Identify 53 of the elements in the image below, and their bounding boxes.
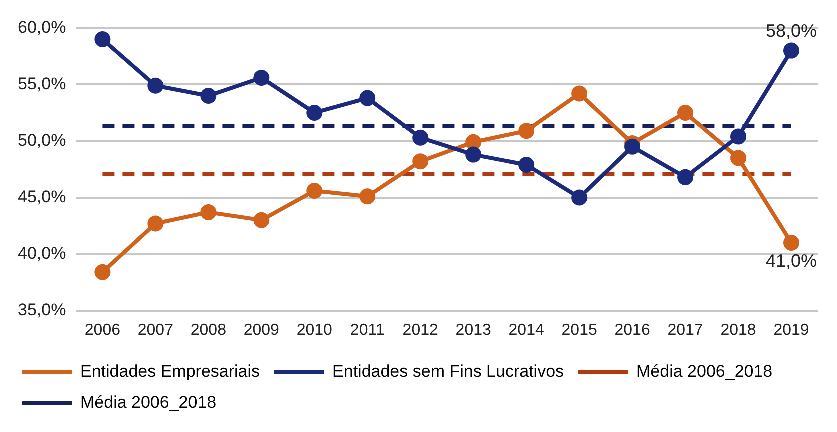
- x-tick-label: 2006: [84, 322, 121, 339]
- x-tick-label: 2008: [190, 322, 227, 339]
- data-label: 41,0%: [766, 250, 818, 271]
- legend-label: Média 2006_2018: [636, 362, 773, 382]
- legend-label: Entidades Empresariais: [80, 362, 260, 382]
- y-tick-label: 60,0%: [18, 18, 66, 37]
- x-tick-label: 2015: [562, 322, 598, 339]
- point: [466, 146, 482, 163]
- point: [412, 130, 429, 146]
- point: [518, 123, 535, 140]
- y-tick-label: 40,0%: [18, 244, 66, 263]
- point: [254, 212, 270, 228]
- point: [730, 128, 747, 145]
- x-tick-label: 2018: [720, 322, 756, 339]
- y-tick-label: 50,0%: [18, 130, 66, 150]
- x-tick-label: 2010: [296, 322, 333, 339]
- point: [148, 78, 164, 94]
- legend-label: Média 2006_2018: [80, 393, 217, 412]
- x-tick-label: 2016: [614, 322, 650, 339]
- point: [94, 32, 111, 48]
- x-tick-label: 2007: [138, 322, 174, 339]
- point: [518, 156, 535, 173]
- point: [572, 86, 588, 102]
- point: [306, 104, 323, 121]
- x-tick-label: 2019: [774, 322, 810, 339]
- x-tick-label: 2013: [456, 322, 492, 339]
- point: [94, 264, 111, 280]
- point: [200, 88, 217, 104]
- point: [784, 42, 800, 59]
- point: [624, 138, 641, 155]
- point: [360, 188, 376, 205]
- x-tick-label: 2011: [350, 322, 385, 339]
- point: [466, 134, 482, 150]
- point: [678, 169, 694, 186]
- point: [254, 70, 270, 86]
- data-label: 58,0%: [766, 20, 818, 41]
- legend-label: Entidades sem Fins Lucrativos: [332, 362, 564, 382]
- y-tick-label: 55,0%: [18, 74, 66, 94]
- point: [200, 204, 217, 220]
- y-tick-label: 35,0%: [18, 300, 66, 320]
- point: [360, 90, 376, 106]
- y-tick-label: 45,0%: [18, 187, 66, 206]
- point: [784, 234, 800, 251]
- x-tick-label: 2009: [244, 322, 280, 339]
- point: [730, 150, 747, 166]
- point: [678, 104, 694, 121]
- point: [412, 154, 429, 170]
- x-tick-label: 2014: [508, 322, 544, 339]
- point: [148, 216, 164, 232]
- x-tick-label: 2012: [402, 322, 439, 339]
- point: [306, 182, 323, 199]
- point: [572, 190, 588, 206]
- x-tick-label: 2017: [668, 322, 704, 339]
